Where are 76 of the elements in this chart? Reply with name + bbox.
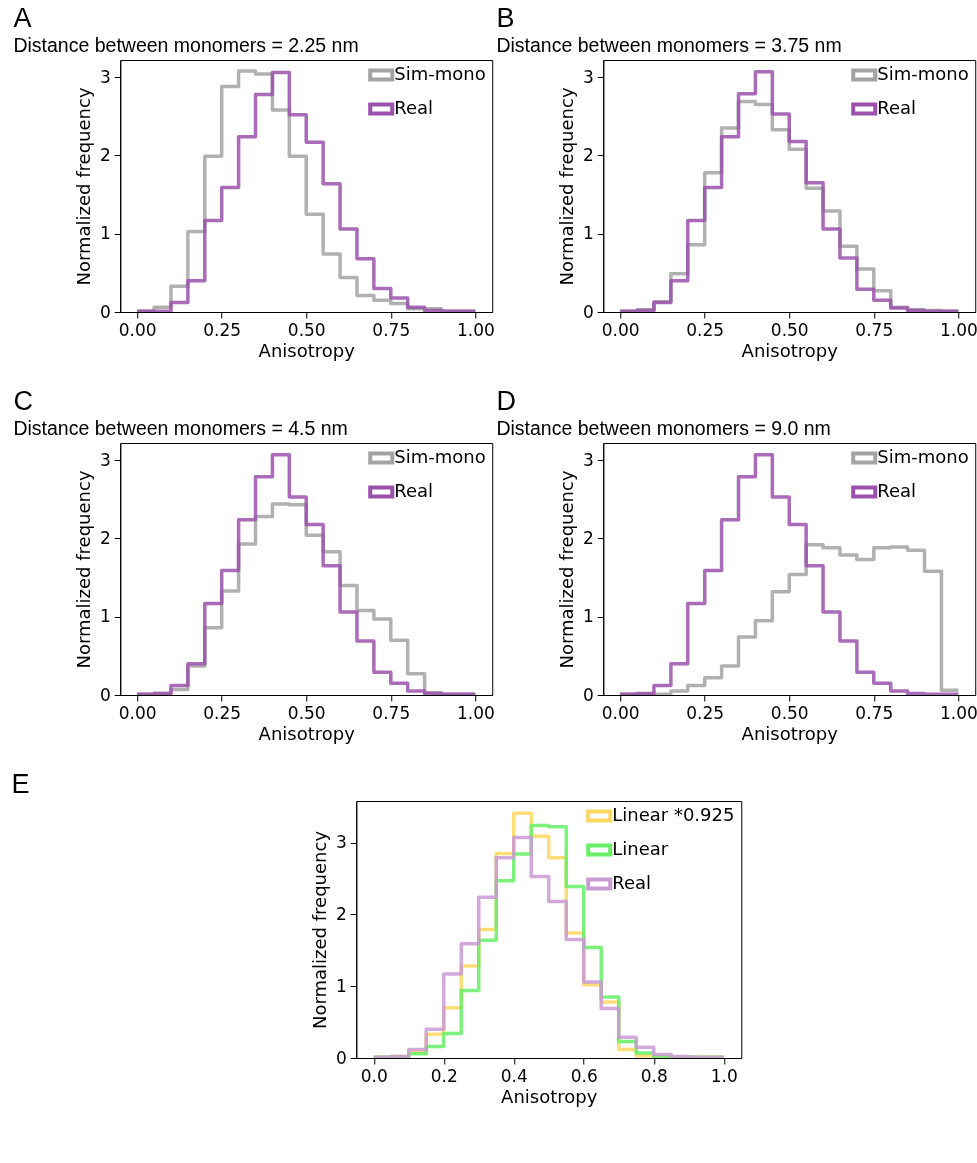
x-tick-label: 0.75 (372, 702, 411, 723)
chart-title: Distance between monomers = 4.5 nm (13, 416, 348, 439)
legend-label: Sim-mono (394, 63, 486, 84)
y-tick-label: 2 (335, 903, 347, 924)
x-axis-title: Anisotropy (258, 339, 356, 361)
y-tick-label: 3 (582, 449, 594, 470)
text: B (496, 2, 515, 33)
y-axis-title: Normalized frequency (72, 87, 94, 286)
legend-label: Sim-mono (394, 446, 486, 467)
x-tick-label: 1.00 (939, 319, 977, 340)
text: A (13, 2, 32, 33)
y-tick-label: 1 (582, 223, 594, 244)
y-tick-label: 0 (335, 1047, 347, 1068)
y-axis-title: Normalized frequency (555, 87, 577, 286)
x-tick-label: 0.75 (855, 702, 894, 723)
y-tick-label: 2 (582, 144, 594, 165)
x-tick-label: 1.00 (456, 702, 495, 723)
x-axis-title: Anisotropy (741, 339, 839, 361)
legend-label: Real (877, 480, 917, 501)
legend-label: Sim-mono (877, 63, 969, 84)
y-tick-label: 1 (582, 606, 594, 627)
y-tick-label: 2 (99, 527, 111, 548)
y-tick-label: 3 (335, 832, 347, 853)
x-axis-title: Anisotropy (741, 722, 839, 744)
legend-label: Sim-mono (877, 446, 969, 467)
x-axis-title: Anisotropy (258, 722, 356, 744)
legend-label: Linear (612, 838, 669, 859)
y-tick-label: 0 (99, 301, 111, 322)
x-tick-label: 0.25 (686, 702, 725, 723)
x-tick-label: 0.25 (686, 319, 725, 340)
text: D (496, 385, 516, 416)
legend-label: Real (394, 97, 434, 118)
text: E (11, 769, 30, 799)
chart-title: Distance between monomers = 9.0 nm (496, 416, 831, 439)
x-tick-label: 0.50 (770, 702, 809, 723)
chart-title: Distance between monomers = 3.75 nm (496, 33, 842, 56)
y-tick-label: 3 (99, 66, 111, 87)
x-tick-label: 0.50 (287, 319, 326, 340)
chart-title: Distance between monomers = 2.25 nm (13, 33, 359, 56)
y-tick-label: 1 (335, 975, 347, 996)
x-tick-label: 0.75 (855, 319, 894, 340)
legend-label: Real (394, 480, 434, 501)
y-tick-label: 0 (582, 301, 594, 322)
y-tick-label: 3 (99, 449, 111, 470)
x-tick-label: 0.25 (203, 319, 242, 340)
y-tick-label: 3 (582, 66, 594, 87)
x-tick-label: 0.4 (500, 1065, 528, 1086)
y-tick-label: 1 (99, 606, 111, 627)
x-tick-label: 0.25 (203, 702, 242, 723)
x-tick-label: 0.50 (770, 319, 809, 340)
y-axis-title: Normalized frequency (308, 830, 330, 1030)
x-axis-title: Anisotropy (501, 1085, 598, 1107)
x-tick-label: 0.2 (430, 1065, 458, 1086)
x-tick-label: 0.6 (570, 1065, 598, 1086)
y-tick-label: 1 (99, 223, 111, 244)
x-tick-label: 0.00 (601, 319, 640, 340)
x-tick-label: 0.0 (360, 1065, 388, 1086)
x-tick-label: 0.75 (372, 319, 411, 340)
x-tick-label: 0.50 (287, 702, 326, 723)
x-tick-label: 0.00 (118, 319, 157, 340)
legend-label: Linear *0.925 (612, 804, 735, 825)
y-tick-label: 2 (99, 144, 111, 165)
y-axis-title: Normalized frequency (72, 470, 94, 669)
x-tick-label: 1.0 (710, 1065, 738, 1086)
y-axis-title: Normalized frequency (555, 470, 577, 669)
y-tick-label: 0 (99, 684, 111, 705)
x-tick-label: 0.00 (118, 702, 157, 723)
legend-label: Real (877, 97, 917, 118)
y-tick-label: 2 (582, 527, 594, 548)
x-tick-label: 1.00 (939, 702, 977, 723)
x-tick-label: 1.00 (456, 319, 495, 340)
text: C (13, 385, 33, 416)
x-tick-label: 0.8 (640, 1065, 668, 1086)
y-tick-label: 0 (582, 684, 594, 705)
legend-label: Real (612, 872, 652, 893)
x-tick-label: 0.00 (601, 702, 640, 723)
